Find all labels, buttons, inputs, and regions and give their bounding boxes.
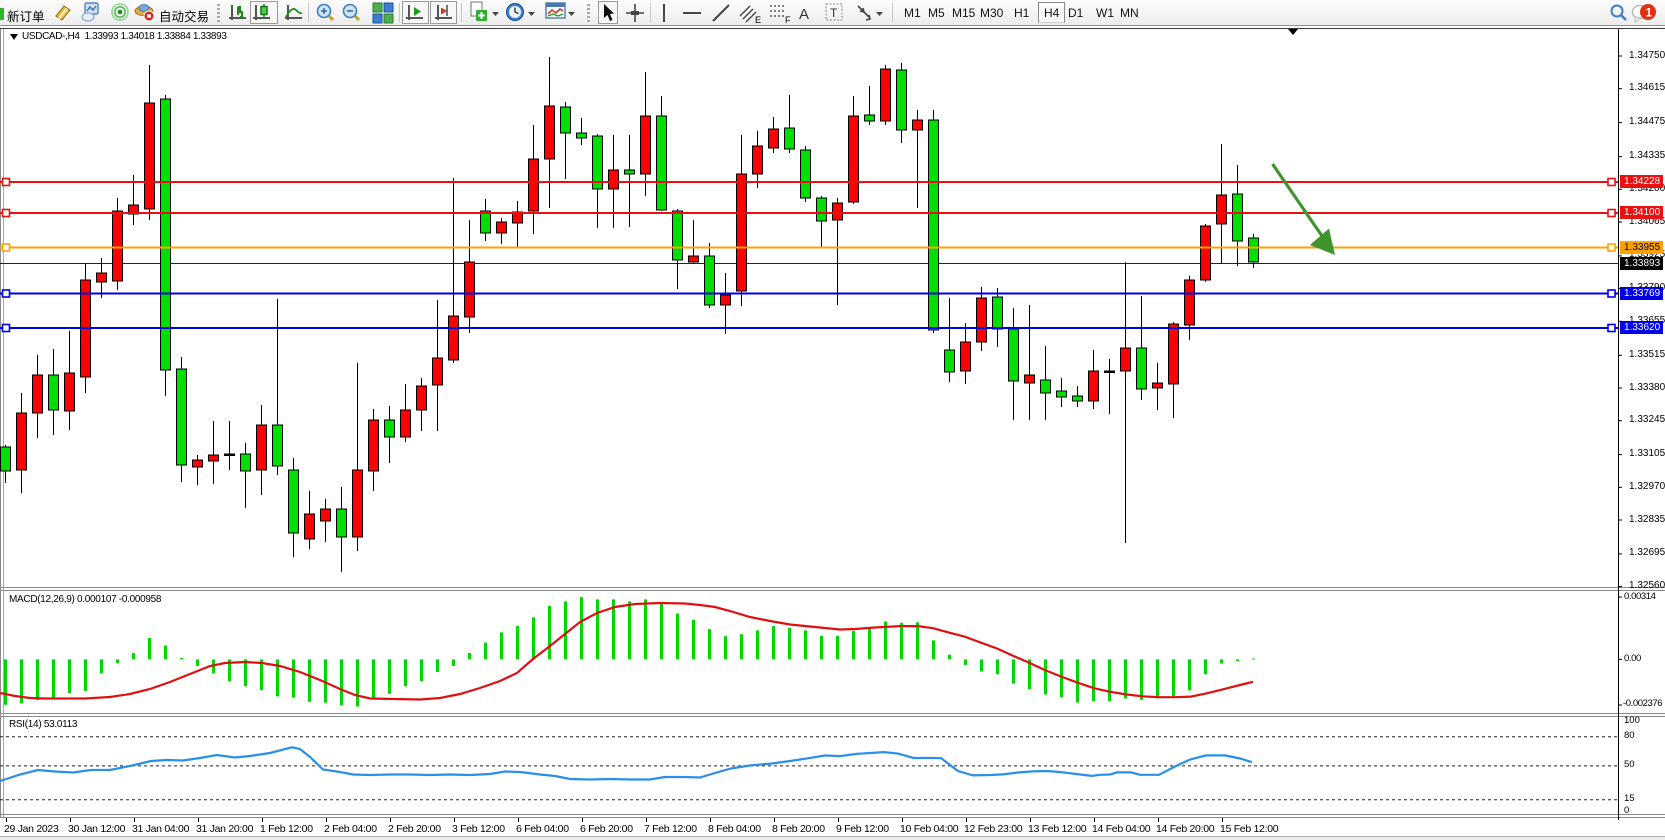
svg-text:A: A <box>799 6 809 23</box>
svg-text:F: F <box>785 15 791 25</box>
svg-text:1: 1 <box>1646 6 1653 20</box>
svg-text:T: T <box>830 6 838 20</box>
svg-text:E: E <box>755 15 761 25</box>
